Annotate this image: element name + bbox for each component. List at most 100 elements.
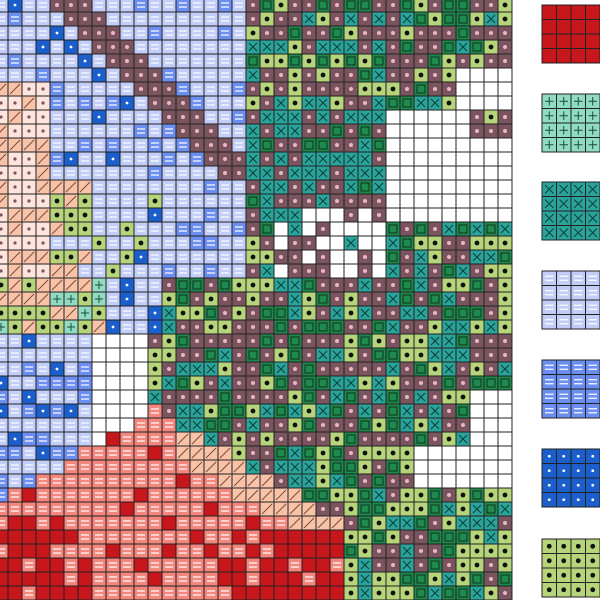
stitch-cell [357,487,373,503]
stitch-cell [217,81,233,97]
stitch-symbol [575,558,581,564]
stitch-cell [217,95,233,111]
stitch-symbol [265,465,269,469]
stitch-cell [147,459,163,475]
stitch-cell [231,543,247,559]
swatch-cell [541,33,557,49]
stitch-cell [119,333,135,349]
stitch-symbol [290,448,300,458]
stitch-cell [0,515,9,531]
stitch-cell [63,67,79,83]
stitch-symbol [433,73,437,77]
stitch-cell [49,515,65,531]
stitch-cell [301,529,317,545]
stitch-cell [49,235,65,251]
stitch-cell [245,543,261,559]
stitch-cell [77,235,93,251]
stitch-cell [105,305,121,321]
stitch-cell [77,431,93,447]
stitch-symbol [374,532,384,542]
stitch-cell [343,249,359,265]
stitch-cell [21,375,37,391]
stitch-cell [49,431,65,447]
stitch-symbol [430,588,440,598]
stitch-cell [231,11,247,27]
stitch-cell [203,207,219,223]
stitch-symbol [37,293,49,305]
stitch-symbol [248,168,258,178]
stitch-symbol [177,433,189,445]
stitch-symbol [404,30,410,36]
stitch-symbol [251,269,255,273]
stitch-cell [63,53,79,69]
stitch-cell [7,487,23,503]
stitch-symbol [502,548,508,554]
stitch-symbol [475,129,479,133]
stitch-symbol [360,420,370,430]
stitch-cell [329,25,345,41]
stitch-symbol [405,227,409,231]
stitch-cell [427,501,443,517]
stitch-symbol [83,17,87,21]
stitch-symbol [166,352,172,358]
stitch-symbol [320,464,326,470]
swatch-cell [585,4,600,20]
stitch-cell [231,221,247,237]
stitch-cell [287,585,303,600]
stitch-cell [217,277,233,293]
stitch-symbol [321,227,325,231]
stitch-cell [49,39,65,55]
stitch-symbol [41,129,45,133]
stitch-cell [203,25,219,41]
stitch-cell [189,585,205,600]
stitch-cell [105,501,121,517]
stitch-symbol [97,115,101,119]
stitch-symbol [97,73,101,77]
stitch-cell [91,137,107,153]
stitch-symbol [321,367,325,371]
stitch-cell [77,165,93,181]
stitch-symbol [474,324,480,330]
stitch-cell [343,431,359,447]
stitch-symbol [276,322,286,332]
stitch-cell [133,389,149,405]
stitch-cell [315,585,331,600]
stitch-symbol [346,14,356,24]
stitch-symbol [37,279,49,291]
stitch-cell [231,95,247,111]
stitch-cell [161,67,177,83]
stitch-symbol [248,462,258,472]
stitch-symbol [276,364,286,374]
stitch-cell [217,123,233,139]
stitch-symbol [318,490,328,500]
stitch-cell [63,361,79,377]
stitch-cell [147,53,163,69]
stitch-cell [455,445,471,461]
stitch-symbol [27,199,31,203]
stitch-cell [413,445,429,461]
stitch-cell [189,151,205,167]
stitch-cell [147,165,163,181]
stitch-symbol [332,126,342,136]
stitch-symbol [500,252,510,262]
stitch-cell [413,515,429,531]
stitch-symbol [51,223,63,235]
swatch-cell [570,33,586,49]
stitch-cell [147,585,163,600]
stitch-symbol [219,447,231,459]
stitch-cell [399,39,415,55]
stitch-cell [497,459,513,475]
stitch-cell [91,473,107,489]
stitch-cell [343,0,359,13]
stitch-cell [231,109,247,125]
swatch-cell [556,314,572,330]
stitch-cell [91,193,107,209]
stitch-symbol [37,139,49,151]
stitch-cell [49,417,65,433]
stitch-symbol [363,269,367,273]
stitch-cell [287,53,303,69]
stitch-cell [63,543,79,559]
stitch-cell [133,459,149,475]
stitch-cell [35,361,51,377]
stitch-cell [7,515,23,531]
